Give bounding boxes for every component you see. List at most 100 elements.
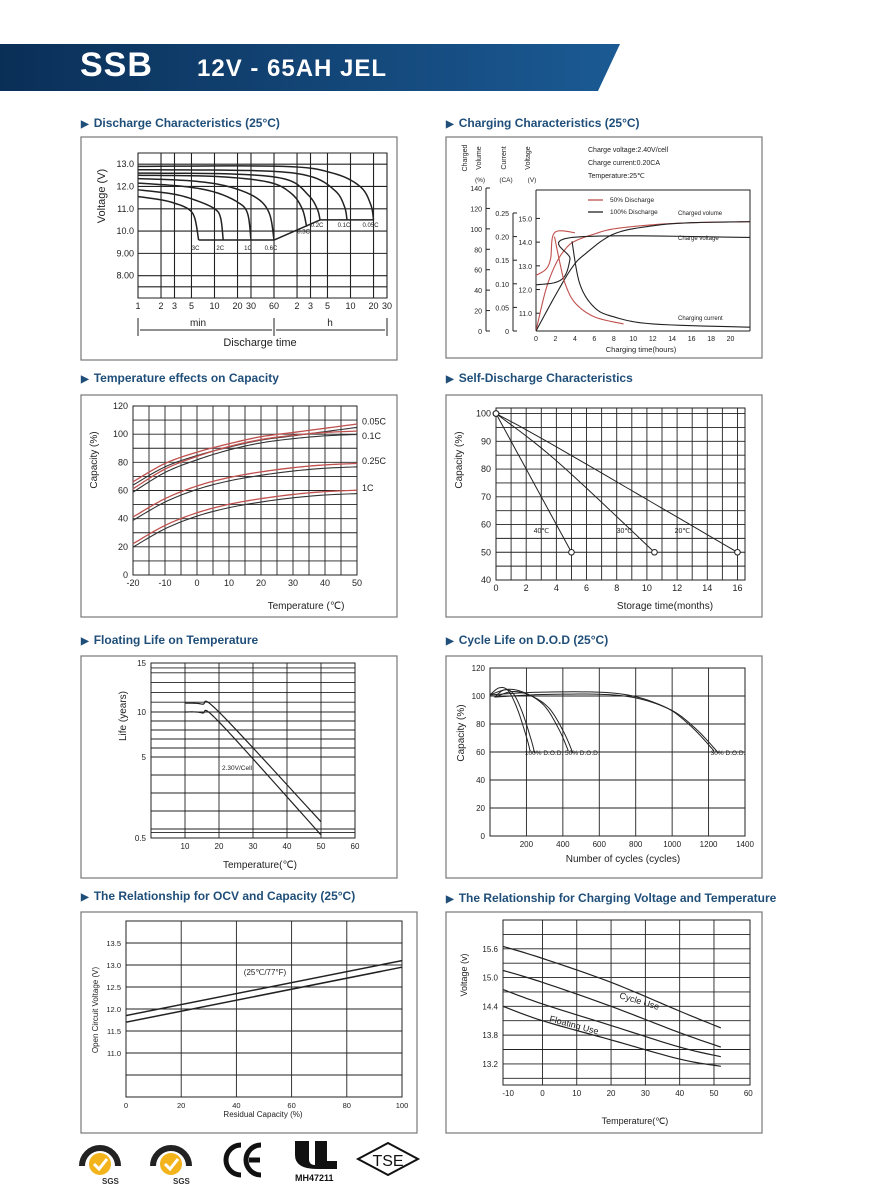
plot-frame xyxy=(536,189,751,331)
x-tick-label: 16 xyxy=(688,336,696,343)
x-axis-label: Residual Capacity (%) xyxy=(223,1110,302,1119)
voltage-tick-label: 11.0 xyxy=(519,311,532,318)
cert-label: SGS xyxy=(102,1177,120,1185)
header-banner xyxy=(0,44,620,91)
y-tick-label: 12.0 xyxy=(116,181,134,191)
x-tick-label: 18 xyxy=(707,336,715,343)
cert-label: MH47211 xyxy=(295,1173,334,1183)
x-tick-label: 20 xyxy=(215,842,224,851)
x-tick-label: 14 xyxy=(702,583,712,593)
temperature-panel xyxy=(80,394,398,618)
y-axis-label: Life (years) xyxy=(118,691,129,741)
y-tick-label: 8.00 xyxy=(116,271,134,281)
current-tick-label: 0.10 xyxy=(495,282,509,289)
y-tick-label: 50 xyxy=(481,547,491,557)
y-tick-label: 120 xyxy=(472,664,486,673)
y-tick-label: 15.6 xyxy=(482,945,498,954)
x-tick-label: 1 xyxy=(135,301,140,311)
x-tick-label: 2 xyxy=(295,301,300,311)
y-tick-label: 20 xyxy=(476,804,485,813)
section-title-text: Discharge Characteristics (25°C) xyxy=(93,116,280,130)
curve-label: 0.1C xyxy=(338,223,351,229)
y-tick-label: 11.5 xyxy=(107,1027,121,1036)
capacity-curve-0.1C xyxy=(132,433,358,493)
y-tick-label: 11.0 xyxy=(107,1049,121,1058)
self-discharge-line-40℃ xyxy=(495,413,572,553)
volume-axis-title: Charged xyxy=(462,144,469,171)
x-tick-label: 30 xyxy=(246,301,256,311)
current-tick-label: 0.20 xyxy=(495,235,509,242)
x-tick-label: 3 xyxy=(172,301,177,311)
y-tick-label: 100 xyxy=(472,692,486,701)
end-point-marker xyxy=(568,548,575,556)
y-tick-label: 9.00 xyxy=(116,248,134,258)
charging-voltage-panel xyxy=(445,911,763,1134)
sgs-iso9001-logo: SGS xyxy=(79,1145,121,1185)
section-title-floating-life: ▶ Floating Life on Temperature xyxy=(81,633,258,647)
x-tick-label: 2 xyxy=(554,336,558,343)
floating-life-panel xyxy=(80,655,398,879)
y-tick-label: 90 xyxy=(481,436,491,446)
y-tick-label: 20 xyxy=(118,542,128,552)
x-tick-label: 40 xyxy=(320,578,330,588)
section-title-charging-voltage: ▶ The Relationship for Charging Voltage a… xyxy=(446,891,776,905)
discharge-curve-3C xyxy=(137,195,200,241)
x-axis-label: Number of cycles (cycles) xyxy=(566,854,680,865)
y-tick-label: 80 xyxy=(481,464,491,474)
x-tick-label: 6 xyxy=(584,583,589,593)
life-band-upper xyxy=(184,700,322,823)
volume-tick-label: 0 xyxy=(478,329,482,336)
x-tick-label: 80 xyxy=(343,1101,351,1110)
curve-label: 50% D.O.D. xyxy=(565,750,600,757)
charge-condition: Charge current:0.20CA xyxy=(588,160,660,167)
voltage-unit: (V) xyxy=(528,177,537,184)
y-axis-label: Capacity (%) xyxy=(454,431,465,488)
y-tick-label: 60 xyxy=(476,748,485,757)
x-tick-label: 30 xyxy=(641,1089,650,1098)
current-axis-title: Current xyxy=(501,146,508,169)
charging-curve xyxy=(553,236,624,325)
voltage-tick-label: 14.0 xyxy=(518,240,532,247)
ocv-line-upper xyxy=(125,959,403,1017)
self-discharge-line-30℃ xyxy=(495,413,655,553)
y-tick-label: 12.0 xyxy=(106,1005,121,1014)
h-label: h xyxy=(327,318,333,329)
x-tick-label: 10 xyxy=(345,301,355,311)
section-title-cycle-life: ▶ Cycle Life on D.O.D (25°C) xyxy=(446,633,608,647)
y-tick-label: 80 xyxy=(476,720,485,729)
cert-label: SGS xyxy=(173,1177,191,1185)
y-tick-label: 15.0 xyxy=(482,974,498,983)
x-tick-label: 12 xyxy=(649,336,657,343)
capacity-curve-0.25C xyxy=(132,462,358,518)
curve-label: 2C xyxy=(216,246,224,252)
x-tick-label: 400 xyxy=(556,840,570,849)
brand-name: SSB xyxy=(80,46,153,84)
capacity-curve-0.05C xyxy=(132,423,358,483)
y-tick-label: 100 xyxy=(113,429,128,439)
end-point-marker xyxy=(734,548,741,556)
y-tick-label: 0.5 xyxy=(135,834,147,843)
x-tick-label: 40 xyxy=(232,1101,240,1110)
y-tick-label: 15 xyxy=(137,659,146,668)
x-tick-label: 10 xyxy=(572,1089,581,1098)
curve-label: 30℃ xyxy=(617,528,633,535)
x-axis-label: Storage time(months) xyxy=(617,601,713,612)
curve-label: 40℃ xyxy=(534,528,550,535)
y-tick-label: 10 xyxy=(137,708,146,717)
x-tick-label: 10 xyxy=(181,842,190,851)
y-tick-label: 100 xyxy=(476,409,491,419)
voltage-axis-title: Voltage xyxy=(525,146,532,169)
y-tick-label: 13.8 xyxy=(482,1031,498,1040)
triangle-bullet-icon: ▶ xyxy=(446,636,454,647)
curve-label: 0.3C xyxy=(297,230,310,236)
volume-tick-label: 100 xyxy=(470,227,482,234)
y-tick-label: 0 xyxy=(481,832,486,841)
ocv-panel xyxy=(80,911,418,1134)
curve-label-charge-voltage: Charge voltage xyxy=(678,236,719,242)
discharge-curve-1C xyxy=(137,182,252,241)
section-title-text: Cycle Life on D.O.D (25°C) xyxy=(458,633,609,647)
y-axis-label: Voltage (v) xyxy=(459,953,469,996)
y-tick-label: 13.2 xyxy=(482,1060,498,1069)
cycle-life-panel xyxy=(445,655,763,879)
x-tick-label: 20 xyxy=(233,301,243,311)
